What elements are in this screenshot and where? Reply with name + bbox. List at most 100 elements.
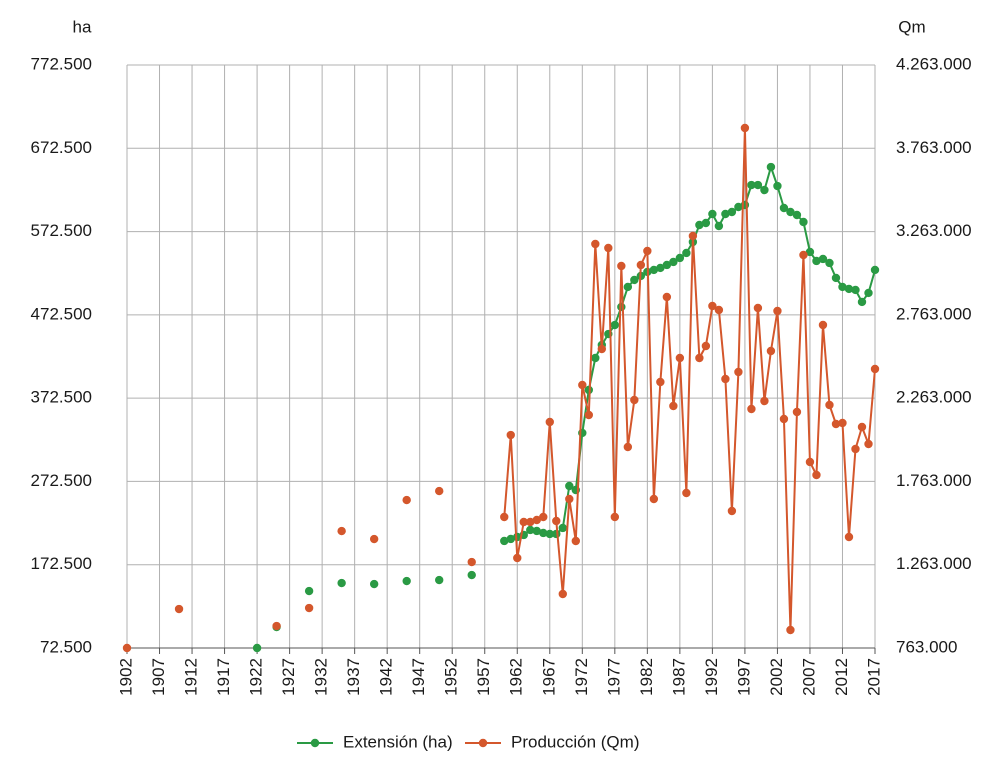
data-point <box>304 586 314 596</box>
x-tick-label: 1972 <box>572 658 591 696</box>
x-tick-label: 1967 <box>539 658 558 696</box>
y-tick-label: 172.500 <box>31 554 92 573</box>
x-tick-label: 1947 <box>409 658 428 696</box>
data-point <box>818 320 828 330</box>
data-point <box>435 486 444 496</box>
data-point <box>337 578 346 588</box>
y-tick-label: 672.500 <box>31 138 92 157</box>
y2-tick-label: 1.263.000 <box>896 554 972 573</box>
data-point <box>682 488 691 498</box>
x-tick-label: 1907 <box>149 658 168 696</box>
data-point <box>662 292 672 302</box>
data-point <box>604 243 613 253</box>
data-point <box>805 247 815 257</box>
data-point <box>838 418 847 428</box>
data-point <box>623 282 633 292</box>
data-point <box>272 621 281 631</box>
data-point <box>630 275 639 285</box>
data-point <box>818 254 828 264</box>
legend-label: Extensión (ha) <box>343 732 453 751</box>
data-point <box>467 557 476 567</box>
data-point <box>643 246 652 256</box>
data-point <box>467 570 476 580</box>
data-point <box>792 407 802 417</box>
data-point <box>558 523 567 533</box>
data-point <box>558 589 567 599</box>
data-point <box>825 400 834 410</box>
data-point <box>630 395 639 405</box>
data-point <box>656 377 665 387</box>
legend-label: Producción (Qm) <box>511 732 639 751</box>
x-tick-label: 1942 <box>377 658 396 696</box>
data-point <box>591 239 600 249</box>
data-point <box>519 517 528 527</box>
y2-tick-label: 3.763.000 <box>896 138 972 157</box>
data-point <box>734 367 743 377</box>
data-point <box>669 257 678 267</box>
data-point <box>578 380 587 390</box>
data-point <box>656 263 665 273</box>
x-tick-label: 1922 <box>247 658 266 696</box>
x-tick-label: 1987 <box>669 658 688 696</box>
data-point <box>805 457 815 467</box>
data-point <box>779 203 789 213</box>
data-point <box>831 273 841 283</box>
data-point <box>721 374 730 384</box>
data-point <box>766 162 776 172</box>
data-point <box>682 248 691 258</box>
data-point <box>773 181 782 191</box>
data-point <box>695 353 704 363</box>
data-point <box>500 512 509 522</box>
x-tick-label: 2002 <box>767 658 786 696</box>
x-tick-label: 1957 <box>474 658 493 696</box>
data-point <box>695 220 704 230</box>
data-point <box>532 526 541 536</box>
y-tick-label: 372.500 <box>31 388 92 407</box>
data-point <box>799 217 808 227</box>
y2-tick-label: 2.763.000 <box>896 304 972 323</box>
x-tick-label: 1917 <box>214 658 233 696</box>
data-point <box>727 207 737 217</box>
x-tick-label: 1982 <box>637 658 656 696</box>
data-point <box>532 515 541 525</box>
y2-tick-label: 3.263.000 <box>896 221 972 240</box>
data-point <box>734 202 743 212</box>
x-tick-label: 1927 <box>279 658 298 696</box>
y-tick-label: 472.500 <box>31 304 92 323</box>
x-tick-label: 1992 <box>702 658 721 696</box>
data-point <box>727 506 737 516</box>
data-point <box>565 494 574 504</box>
data-point <box>402 576 411 586</box>
data-point <box>747 180 756 190</box>
data-point <box>753 180 763 190</box>
legend-marker <box>310 738 320 748</box>
data-point <box>870 364 880 374</box>
data-point <box>369 579 379 589</box>
data-point <box>591 353 600 363</box>
data-point <box>584 410 594 420</box>
data-point <box>708 209 717 219</box>
y2-tick-label: 763.000 <box>896 637 957 656</box>
data-point <box>539 528 548 538</box>
data-point <box>636 260 646 270</box>
data-point <box>688 231 698 241</box>
x-tick-label: 1997 <box>734 658 753 696</box>
data-point <box>675 353 685 363</box>
data-point <box>812 256 821 266</box>
data-point <box>844 532 854 542</box>
data-point <box>760 185 769 195</box>
y-tick-label: 272.500 <box>31 471 92 490</box>
data-point <box>617 261 626 271</box>
y2-tick-label: 1.763.000 <box>896 471 972 490</box>
data-point <box>571 536 580 546</box>
y2-axis-label: Qm <box>898 17 925 36</box>
data-point <box>825 258 834 268</box>
y2-tick-label: 4.263.000 <box>896 54 972 73</box>
data-point <box>610 320 620 330</box>
data-point <box>786 625 795 635</box>
data-point <box>844 284 854 294</box>
data-point <box>402 495 411 505</box>
data-point <box>506 534 515 544</box>
data-point <box>838 282 847 292</box>
data-point <box>174 604 184 614</box>
